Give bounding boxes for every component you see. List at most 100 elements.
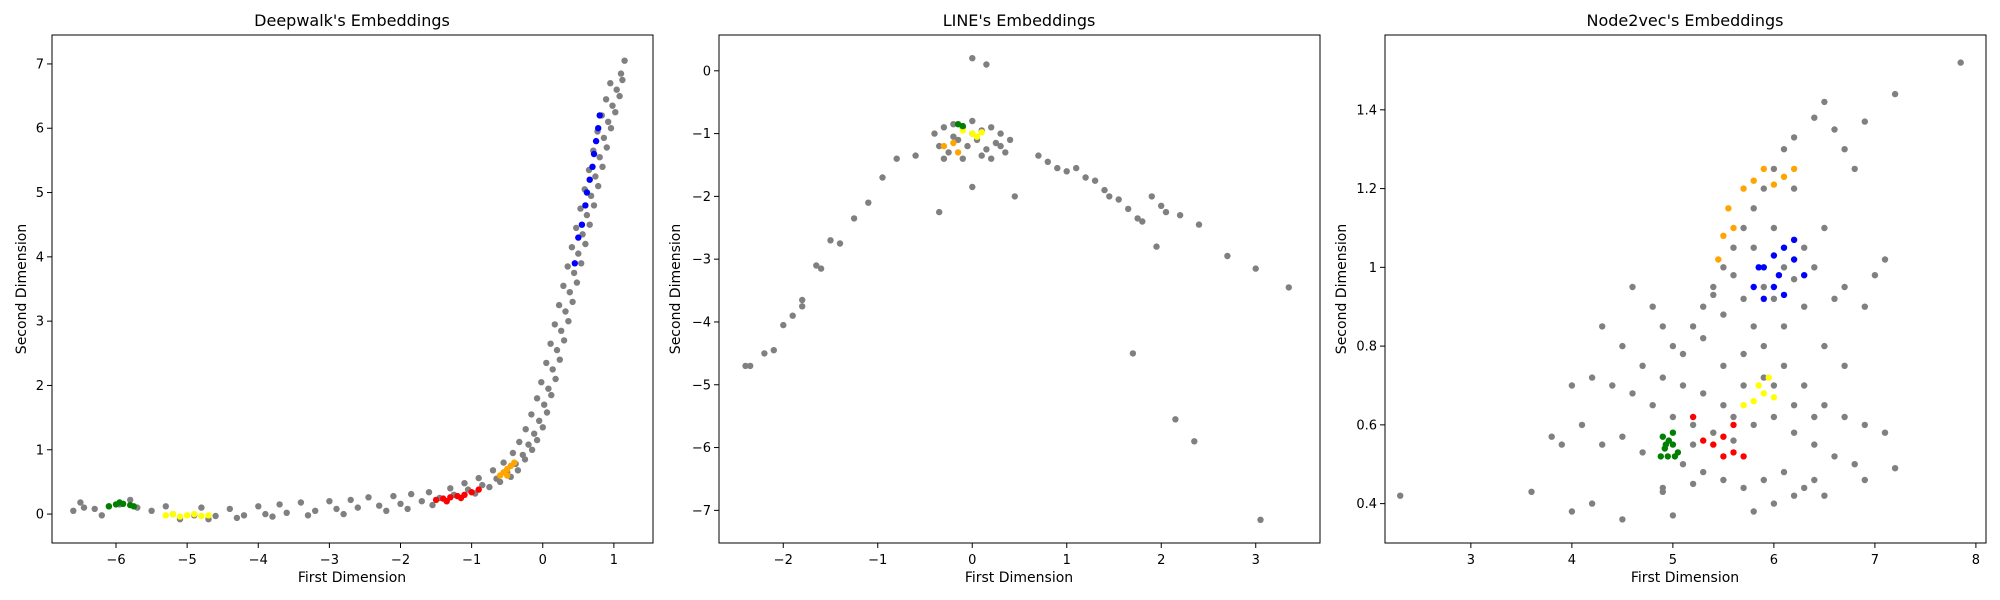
deepwalk-point-gray xyxy=(556,356,563,363)
deepwalk-point-yellow xyxy=(176,513,184,520)
node2vec-points xyxy=(1397,59,1964,523)
line-xtick-label: −1 xyxy=(868,553,887,568)
deepwalk-point-gray xyxy=(408,490,415,498)
deepwalk-ytick-label: 2 xyxy=(36,379,44,394)
node2vec-point-gray xyxy=(1619,342,1626,350)
line-point-gray xyxy=(950,133,957,140)
node2vec-point-green xyxy=(1664,453,1672,460)
deepwalk-xlabel: First Dimension xyxy=(298,570,406,586)
line-point-gray xyxy=(893,155,900,162)
deepwalk-point-blue xyxy=(590,150,598,158)
deepwalk-point-gray xyxy=(148,507,155,514)
line-point-gray xyxy=(827,237,834,244)
line-point-gray xyxy=(997,142,1004,150)
node2vec-point-gray xyxy=(1770,165,1778,173)
node2vec-point-gray xyxy=(1760,283,1768,291)
deepwalk-point-orange xyxy=(511,459,518,466)
node2vec-ylabel: Second Dimension xyxy=(1334,224,1350,354)
deepwalk-point-gray xyxy=(543,409,551,416)
line-point-gray xyxy=(950,121,957,128)
node2vec-point-gray xyxy=(1700,390,1707,397)
line-point-gray xyxy=(1162,208,1170,216)
node2vec-point-gray xyxy=(1871,272,1879,279)
deepwalk-point-gray xyxy=(77,499,84,506)
line-point-gray xyxy=(770,347,777,354)
node2vec-point-gray xyxy=(1841,146,1848,153)
deepwalk-point-gray xyxy=(605,118,612,126)
deepwalk-ytick-label: 4 xyxy=(36,250,44,265)
node2vec-point-blue xyxy=(1780,244,1788,251)
node2vec-point-gray xyxy=(1811,441,1818,448)
deepwalk-point-red xyxy=(468,489,475,496)
deepwalk-point-gray xyxy=(333,505,340,513)
node2vec-point-orange xyxy=(1750,177,1757,184)
deepwalk-point-gray xyxy=(479,481,486,489)
deepwalk-point-yellow xyxy=(205,512,212,519)
node2vec-point-gray xyxy=(1861,303,1869,310)
line-point-gray xyxy=(969,183,976,191)
deepwalk-point-gray xyxy=(365,494,372,501)
line-point-green xyxy=(959,122,966,130)
deepwalk-point-gray xyxy=(383,507,390,514)
deepwalk-point-gray xyxy=(549,366,556,373)
node2vec-point-orange xyxy=(1760,165,1768,173)
node2vec-point-gray xyxy=(1669,512,1677,519)
deepwalk-xtick-label: −4 xyxy=(249,553,268,568)
line-xtick-label: 1 xyxy=(1063,553,1071,568)
deepwalk-point-gray xyxy=(609,102,616,109)
line-point-gray xyxy=(1044,158,1052,165)
deepwalk-point-gray xyxy=(429,501,436,509)
deepwalk-point-gray xyxy=(297,499,305,506)
node2vec-point-gray xyxy=(1770,413,1778,421)
node2vec-point-blue xyxy=(1775,272,1783,279)
deepwalk-point-gray xyxy=(541,401,548,408)
node2vec-point-gray xyxy=(1730,437,1737,444)
deepwalk-point-gray xyxy=(616,92,623,100)
deepwalk-point-gray xyxy=(447,485,454,492)
node2vec-point-yellow xyxy=(1760,390,1768,397)
line-point-gray xyxy=(836,240,844,247)
deepwalk-point-gray xyxy=(607,125,615,132)
line-ytick-label: −5 xyxy=(692,378,711,393)
node2vec-point-gray xyxy=(1720,362,1727,369)
deepwalk-point-gray xyxy=(590,202,598,209)
node2vec-point-gray xyxy=(1790,185,1798,192)
node2vec-point-green xyxy=(1662,441,1670,448)
deepwalk-point-gray xyxy=(376,502,383,509)
deepwalk-point-gray xyxy=(509,449,517,457)
deepwalk-point-gray xyxy=(354,504,361,511)
deepwalk-point-gray xyxy=(276,501,283,508)
node2vec-point-gray xyxy=(1780,362,1788,369)
line-point-gray xyxy=(1082,174,1089,181)
node2vec-point-gray xyxy=(1790,402,1798,409)
node2vec-point-gray xyxy=(1588,374,1596,381)
deepwalk-xtick-label: −2 xyxy=(391,553,410,568)
deepwalk-point-gray xyxy=(547,340,554,347)
line-point-gray xyxy=(742,362,749,370)
deepwalk-point-blue xyxy=(589,163,596,170)
node2vec-point-gray xyxy=(1720,311,1727,318)
node2vec-point-gray xyxy=(1649,402,1656,409)
line-point-gray xyxy=(865,199,872,206)
node2vec-point-orange xyxy=(1720,232,1727,239)
deepwalk-point-gray xyxy=(602,96,610,103)
deepwalk-point-yellow xyxy=(198,512,205,520)
line-point-gray xyxy=(936,208,943,216)
deepwalk-point-gray xyxy=(578,260,585,267)
node2vec-point-gray xyxy=(1568,508,1576,515)
node2vec-point-yellow xyxy=(1765,374,1773,381)
node2vec-point-gray xyxy=(1780,468,1788,476)
node2vec-point-gray xyxy=(1397,492,1404,499)
deepwalk-point-blue xyxy=(586,176,593,183)
deepwalk-point-gray xyxy=(543,359,550,367)
node2vec-point-gray xyxy=(1841,283,1848,291)
node2vec-ytick-label: 1 xyxy=(1369,261,1377,276)
deepwalk-point-gray xyxy=(538,379,545,386)
deepwalk-point-gray xyxy=(269,513,276,520)
line-point-gray xyxy=(992,139,1000,147)
deepwalk-point-gray xyxy=(528,446,536,453)
deepwalk-xtick-label: −3 xyxy=(320,553,339,568)
node2vec-point-gray xyxy=(1891,90,1899,98)
line-point-gray xyxy=(1153,243,1160,250)
node2vec-point-gray xyxy=(1770,500,1778,507)
